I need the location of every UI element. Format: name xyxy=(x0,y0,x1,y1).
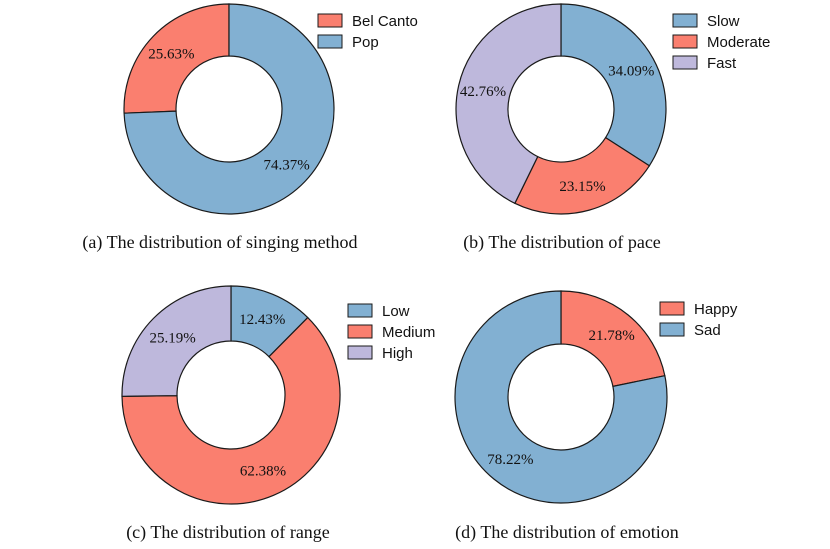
pct-label-singing-method-bel-canto: 25.63% xyxy=(148,47,194,63)
caption-range: (c) The distribution of range xyxy=(126,522,330,543)
pct-label-emotion-sad: 78.22% xyxy=(487,452,533,468)
pct-label-emotion-happy: 21.78% xyxy=(588,328,634,344)
chart-singing-method: 25.63% 74.37% Bel Canto Pop (a) The distri… xyxy=(82,3,418,253)
slice-range-medium xyxy=(121,316,341,505)
donut-emotion xyxy=(454,290,668,504)
pct-label-pace-slow: 34.09% xyxy=(608,64,654,80)
legend-label-low: Low xyxy=(382,303,410,320)
legend-label-pop: Pop xyxy=(352,34,379,51)
donut-range xyxy=(121,285,341,505)
donut-singing-method xyxy=(123,3,335,215)
legend-emotion: Happy Sad xyxy=(659,301,738,339)
legend-label-sad: Sad xyxy=(694,322,721,339)
legend-swatch-low xyxy=(347,303,373,318)
pct-label-pace-fast: 42.76% xyxy=(460,84,506,100)
legend-singing-method: Bel Canto Pop xyxy=(317,13,418,51)
slice-singing-method-bel-canto xyxy=(123,3,230,114)
chart-emotion: 21.78% 78.22% Happy Sad (d) The distributi… xyxy=(454,290,738,543)
pct-label-range-medium: 62.38% xyxy=(240,463,286,479)
chart-pace: 34.09% 23.15% 42.76% Slow Moderate Fast (b) … xyxy=(455,3,770,253)
pct-label-range-high: 25.19% xyxy=(150,330,196,346)
legend-swatch-fast xyxy=(672,55,698,70)
pct-label-singing-method-pop: 74.37% xyxy=(264,157,310,173)
slice-singing-method-pop xyxy=(123,3,335,215)
slice-range-high xyxy=(121,285,232,397)
legend-swatch-moderate xyxy=(672,34,698,49)
pct-label-pace-moderate: 23.15% xyxy=(559,179,605,195)
slice-pace-moderate xyxy=(514,136,651,215)
legend-swatch-bel-canto xyxy=(317,13,343,28)
slice-emotion-sad xyxy=(454,290,668,504)
slice-pace-fast xyxy=(455,3,562,205)
legend-swatch-high xyxy=(347,345,373,360)
legend-label-medium: Medium xyxy=(382,324,435,341)
legend-swatch-happy xyxy=(659,301,685,316)
legend-label-happy: Happy xyxy=(694,301,738,318)
legend-swatch-sad xyxy=(659,322,685,337)
legend-range: Low Medium High xyxy=(347,303,435,362)
caption-pace: (b) The distribution of pace xyxy=(463,232,661,253)
legend-swatch-medium xyxy=(347,324,373,339)
legend-label-bel-canto: Bel Canto xyxy=(352,13,418,30)
caption-emotion: (d) The distribution of emotion xyxy=(455,522,679,543)
legend-label-slow: Slow xyxy=(707,13,740,30)
slice-emotion-happy xyxy=(560,290,666,388)
legend-pace: Slow Moderate Fast xyxy=(672,13,770,72)
pct-label-range-low: 12.43% xyxy=(239,312,285,328)
donut-pace xyxy=(455,3,667,215)
legend-swatch-pop xyxy=(317,34,343,49)
chart-range: 12.43% 62.38% 25.19% Low Medium High (c) The… xyxy=(121,285,435,543)
caption-singing-method: (a) The distribution of singing method xyxy=(82,232,357,253)
legend-swatch-slow xyxy=(672,13,698,28)
legend-label-high: High xyxy=(382,345,413,362)
legend-label-moderate: Moderate xyxy=(707,34,770,51)
legend-label-fast: Fast xyxy=(707,55,737,72)
slice-pace-slow xyxy=(560,3,667,167)
